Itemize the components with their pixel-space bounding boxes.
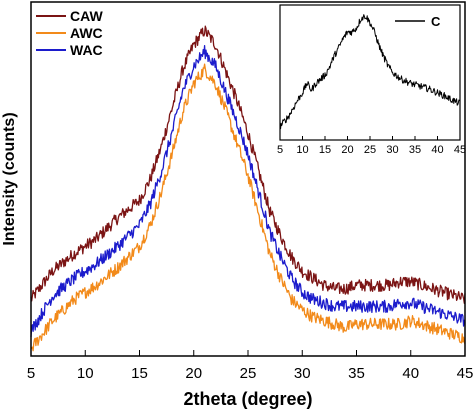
- x-tick-label-30: 30: [294, 365, 311, 382]
- inset-x-tick-label-40: 40: [431, 144, 443, 156]
- inset-background: [280, 5, 460, 140]
- inset-x-tick-label-15: 15: [319, 144, 331, 156]
- inset-x-tick-label-20: 20: [341, 144, 353, 156]
- x-axis-label: 2theta (degree): [183, 389, 312, 409]
- inset-chart: 5 10 15 20 25 30 35 40 45 C: [277, 4, 466, 156]
- inset-x-tick-label-10: 10: [296, 144, 308, 156]
- main-series-group: [30, 25, 466, 352]
- x-tick-label-35: 35: [348, 365, 365, 382]
- x-tick-label-45: 45: [457, 365, 474, 382]
- main-x-axis-ticks: 5 10 15 20 25 30 35 40 45: [27, 350, 474, 382]
- x-tick-label-20: 20: [185, 365, 202, 382]
- series-line-wac: [30, 44, 466, 338]
- series-line-caw: [30, 25, 466, 304]
- inset-x-tick-label-35: 35: [409, 144, 421, 156]
- inset-x-axis-ticks: 5 10 15 20 25 30 35 40 45: [277, 136, 466, 156]
- inset-series-group: [279, 14, 461, 130]
- inset-x-tick-label-30: 30: [386, 144, 398, 156]
- x-tick-label-5: 5: [27, 365, 35, 382]
- inset-x-tick-label-25: 25: [364, 144, 376, 156]
- x-tick-label-10: 10: [77, 365, 94, 382]
- x-tick-label-25: 25: [240, 365, 257, 382]
- inset-x-tick-label-5: 5: [277, 144, 283, 156]
- y-axis-label: Intensity (counts): [1, 112, 18, 245]
- legend-label-caw: CAW: [70, 8, 103, 24]
- inset-series-line-c: [279, 14, 461, 130]
- series-line-awc: [30, 63, 466, 352]
- main-legend: CAW AWC WAC: [36, 8, 103, 58]
- legend-label-wac: WAC: [70, 42, 103, 58]
- legend-label-awc: AWC: [70, 25, 103, 41]
- inset-x-tick-label-45: 45: [454, 144, 466, 156]
- x-tick-label-15: 15: [131, 365, 148, 382]
- x-tick-label-40: 40: [402, 365, 419, 382]
- inset-legend-label-c: C: [431, 14, 441, 29]
